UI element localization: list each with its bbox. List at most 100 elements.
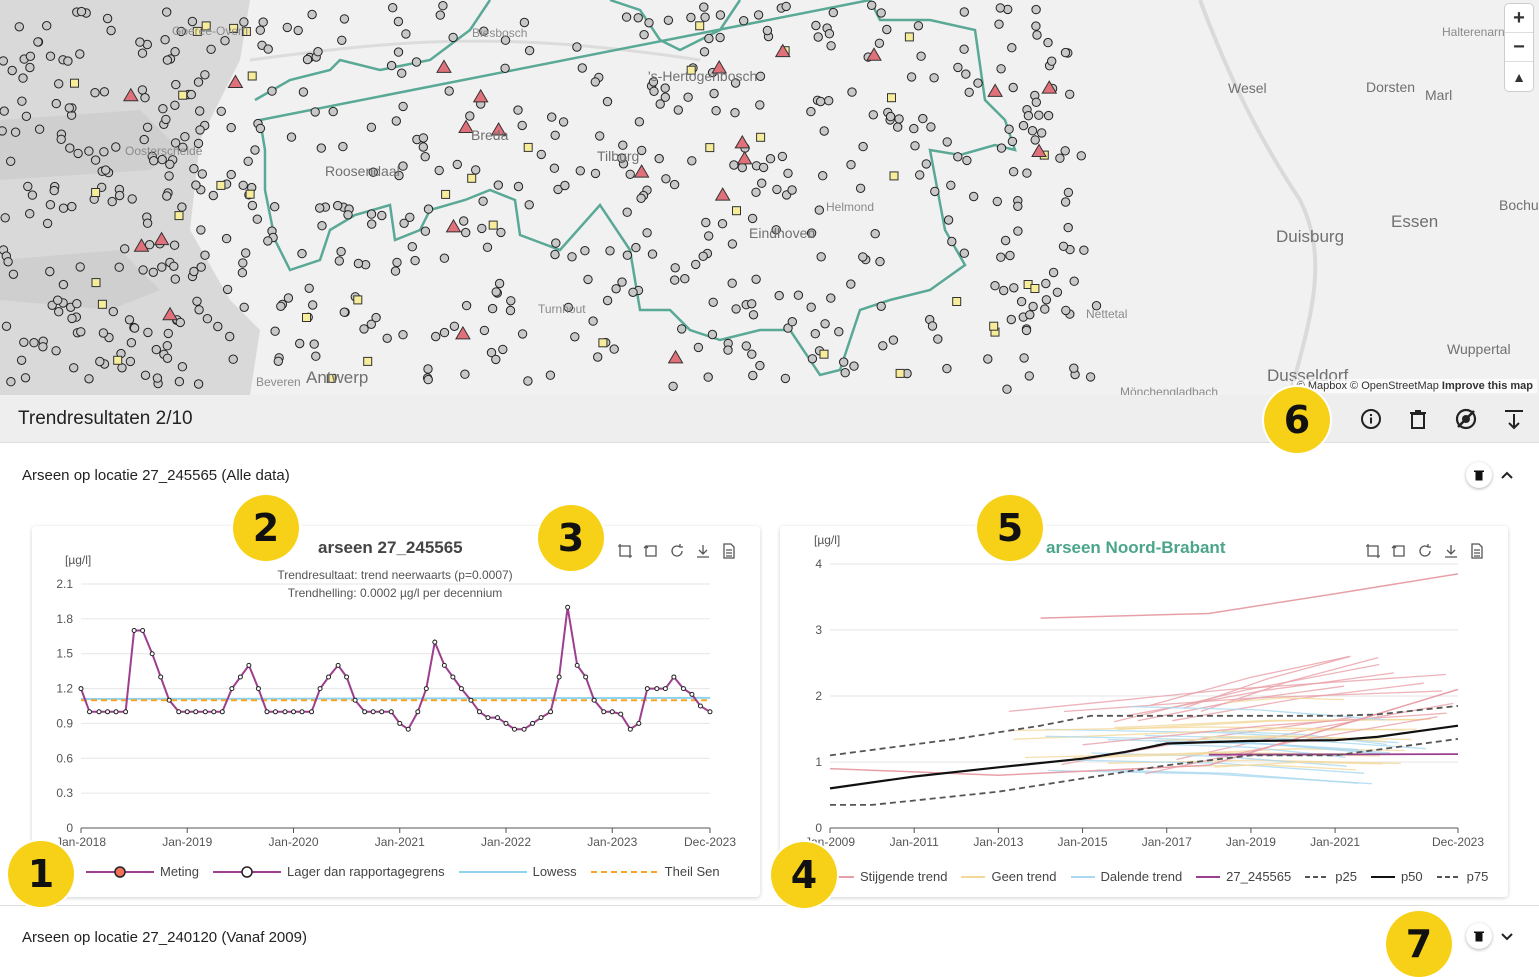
download-icon[interactable] [1442, 542, 1460, 560]
map-location-marker [660, 83, 670, 93]
map-zoom-controls: + − ▲ [1505, 4, 1533, 91]
map-location-marker [194, 305, 204, 315]
map-location-marker [930, 186, 940, 197]
map-location-marker [90, 155, 101, 165]
map-location-marker [243, 156, 253, 167]
legend-item-meting[interactable]: Meting [86, 864, 199, 879]
map-location-marker [588, 316, 598, 326]
map-location-marker [999, 285, 1009, 296]
info-icon[interactable] [1357, 405, 1385, 433]
map-location-marker [84, 374, 94, 384]
map-location-marker [45, 266, 55, 277]
zoom-back-icon[interactable] [1390, 542, 1408, 560]
map-location-marker [545, 370, 556, 380]
map-location-marker [336, 246, 346, 257]
zoom-in-button[interactable]: + [1505, 4, 1533, 33]
series-meting-point [538, 715, 544, 721]
series-meting-point [370, 709, 376, 715]
restore-icon[interactable] [668, 542, 686, 560]
map-location-marker [14, 22, 24, 32]
map-location-marker [536, 149, 546, 160]
eye-off-icon[interactable] [1452, 405, 1480, 433]
section-delete-button[interactable] [1466, 462, 1492, 488]
map-location-marker [1040, 304, 1050, 314]
location-chart-plot[interactable]: [µg/l] 0 0.3 0.6 0.9 1.2 1.5 1.8 2.1 Jan-2018 Jan-… [32, 526, 760, 866]
chevron-down-icon[interactable] [1497, 926, 1517, 946]
map-location-marker-square [989, 321, 999, 331]
map-location-marker [65, 143, 75, 153]
trash-icon[interactable] [1404, 405, 1432, 433]
map-canvas[interactable] [0, 0, 1539, 395]
series-meting-point [211, 709, 217, 715]
collapse-all-icon[interactable] [1500, 405, 1528, 433]
map-location-marker [189, 266, 199, 277]
map-location-marker-square [216, 180, 226, 190]
map-location-marker [107, 196, 117, 207]
map-location-marker [334, 256, 344, 266]
series-meting-point [166, 697, 172, 703]
zoom-select-icon[interactable] [616, 542, 634, 560]
compass-button[interactable]: ▲ [1512, 68, 1526, 85]
map-location-marker [876, 301, 886, 311]
y-tick-label: 0.6 [56, 751, 73, 765]
map-location-marker [135, 37, 145, 47]
map-location-marker [193, 138, 204, 149]
map-location-marker [816, 252, 826, 262]
map-place-label: Wesel [1228, 80, 1267, 96]
legend-item-dalend[interactable]: Dalende trend [1070, 869, 1182, 884]
section-title[interactable]: Arseen op locatie 27_245565 (Alle data) [22, 467, 290, 484]
legend-item-theilsen[interactable]: Theil Sen [590, 864, 720, 879]
y-tick-label: 1.2 [56, 682, 73, 696]
map-location-marker [101, 165, 111, 175]
map-location-marker [660, 92, 670, 102]
map-location-marker [311, 351, 321, 361]
map-location-marker-square [201, 21, 211, 31]
map-place-label: Duisburg [1276, 227, 1345, 246]
map-location-marker [715, 10, 726, 20]
series-meting-point [78, 686, 84, 692]
attribution-osm-link[interactable]: © OpenStreetMap [1350, 380, 1439, 392]
map-location-marker [171, 79, 181, 90]
legend-item-location[interactable]: 27_245565 [1196, 869, 1291, 884]
legend-item-geen[interactable]: Geen trend [961, 869, 1057, 884]
chevron-up-icon[interactable] [1497, 465, 1517, 485]
map-location-marker [783, 168, 793, 179]
x-tick-label: Jan-2011 [890, 835, 939, 849]
map-location-marker [399, 218, 409, 229]
map-location-marker [806, 228, 817, 238]
map-location-marker [704, 231, 714, 241]
legend-item-p50[interactable]: p50 [1370, 869, 1423, 884]
map-location-marker-square [889, 171, 899, 181]
legend-item-p75[interactable]: p75 [1436, 869, 1488, 884]
map-location-marker [58, 279, 69, 290]
map-location-marker [570, 332, 580, 342]
zoom-out-button[interactable]: − [1505, 33, 1533, 62]
map-location-marker [237, 268, 248, 278]
legend-item-lowess[interactable]: Lowess [458, 864, 577, 879]
map-location-marker-square [302, 313, 311, 322]
section-delete-button[interactable] [1466, 923, 1492, 949]
data-view-icon[interactable] [720, 542, 738, 560]
map[interactable]: + − ▲ Goeree-Overfl Biesbosch Halterenarn W… [0, 0, 1539, 395]
zoom-back-icon[interactable] [642, 542, 660, 560]
map-location-marker [75, 262, 85, 272]
attribution-improve-link[interactable]: Improve this map [1441, 380, 1533, 392]
download-icon[interactable] [694, 542, 712, 560]
callout-badge-7: 7 [1386, 911, 1452, 977]
section-title[interactable]: Arseen op locatie 27_240120 (Vanaf 2009) [22, 929, 307, 946]
legend-item-p25[interactable]: p25 [1305, 869, 1357, 884]
legend-item-rapportagegrens[interactable]: Lager dan rapportagegrens [213, 864, 445, 879]
legend-item-stijgend[interactable]: Stijgende trend [830, 869, 947, 884]
map-location-marker [0, 213, 10, 223]
map-location-marker [704, 33, 714, 44]
data-view-icon[interactable] [1468, 542, 1486, 560]
zoom-select-icon[interactable] [1364, 542, 1382, 560]
map-location-marker [639, 30, 649, 40]
map-location-marker [846, 160, 856, 170]
map-location-marker [1007, 136, 1018, 147]
restore-icon[interactable] [1416, 542, 1434, 560]
map-location-marker [479, 325, 490, 336]
map-location-marker [1028, 301, 1038, 312]
map-location-marker [826, 293, 836, 303]
